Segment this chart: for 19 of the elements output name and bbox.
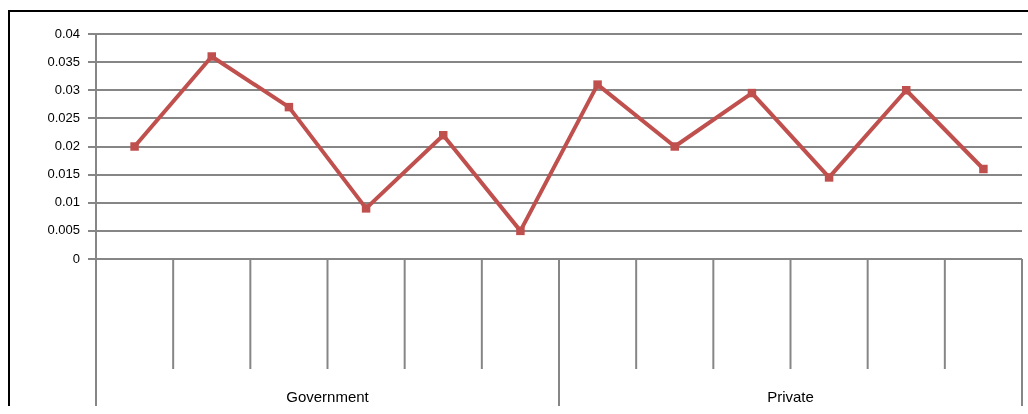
point [670, 142, 679, 151]
point [824, 173, 834, 182]
text: Government [286, 387, 370, 405]
point [593, 80, 602, 89]
y-tick-label: 0.025 [47, 109, 80, 125]
y-tick-label: 0 [72, 250, 80, 266]
y-tick-label: 0.02 [54, 138, 80, 154]
point [516, 226, 525, 236]
y-tick-label: 0.035 [47, 53, 80, 69]
point [979, 164, 988, 174]
point [130, 142, 139, 151]
point [207, 52, 216, 61]
point [361, 204, 371, 213]
y-tick-label: 0.01 [54, 194, 80, 210]
y-tick-label: 0.04 [54, 25, 80, 41]
text: Private [767, 387, 814, 405]
y-tick-label: 0.03 [54, 81, 80, 97]
y-tick-label: 0.005 [47, 222, 80, 238]
y-tick-label: 0.015 [47, 166, 80, 182]
